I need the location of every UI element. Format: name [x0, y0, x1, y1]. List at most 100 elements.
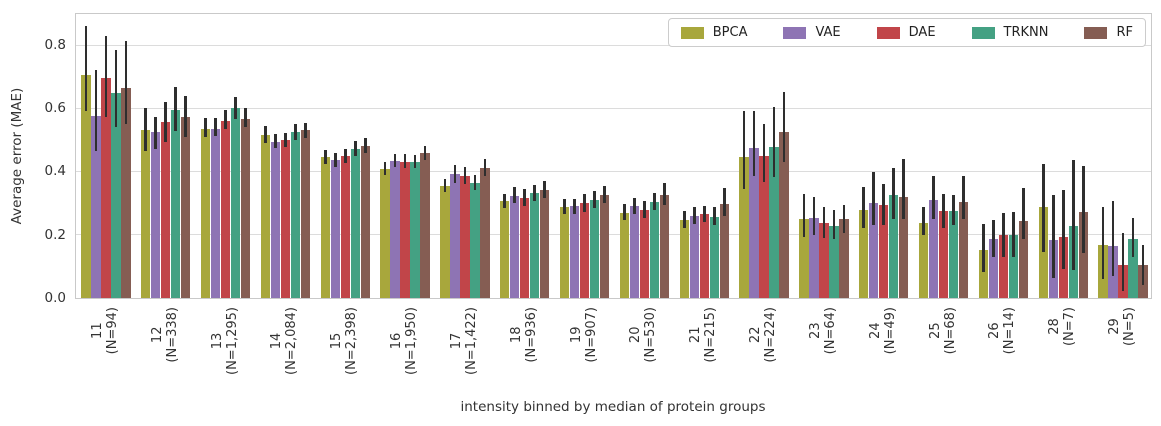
- legend-label-vae: VAE: [815, 25, 841, 40]
- error-bar-bpca-bin21: [682, 210, 686, 229]
- error-bar-rf-bin12: [184, 95, 188, 137]
- error-bar-vae-bin29: [1111, 201, 1115, 277]
- bar-bpca-bin19: [559, 206, 570, 298]
- error-bar-vae-bin26: [992, 220, 995, 257]
- x-axis-label: intensity binned by median of protein gr…: [460, 399, 766, 415]
- bar-rf-bin20: [659, 195, 670, 298]
- error-bar-vae-bin21: [692, 206, 696, 225]
- bar-rf-bin26: [1018, 221, 1029, 298]
- legend-item-bpca: BPCA: [680, 25, 747, 40]
- error-bar-trknn-bin20: [653, 193, 656, 211]
- bar-rf-bin25: [958, 201, 969, 298]
- x-tick-label-bin23: 23 (N=64): [807, 307, 838, 355]
- bar-bpca-bin26: [978, 249, 989, 298]
- bar-dae-bin22: [759, 155, 769, 298]
- error-bar-dae-bin19: [583, 193, 586, 213]
- bar-trknn-bin26: [1008, 234, 1019, 298]
- y-tick-label: 0.0: [44, 290, 66, 306]
- x-tick-label-bin28: 28 (N=7): [1047, 307, 1078, 347]
- x-tick-label-bin16: 16 (N=1,950): [389, 307, 420, 375]
- bar-rf-bin24: [899, 196, 909, 298]
- bar-trknn-bin13: [230, 108, 241, 298]
- bar-rf-bin14: [300, 130, 311, 298]
- legend-swatch-dae: [876, 26, 900, 39]
- bar-vae-bin20: [629, 205, 640, 298]
- bar-bpca-bin11: [81, 74, 91, 298]
- bar-rf-bin11: [121, 87, 131, 298]
- error-bar-bpca-bin14: [264, 126, 267, 143]
- error-bar-bpca-bin20: [623, 203, 626, 221]
- bar-rf-bin21: [719, 204, 729, 298]
- bar-vae-bin19: [569, 206, 580, 298]
- error-bar-dae-bin28: [1061, 190, 1065, 269]
- bar-trknn-bin19: [589, 200, 600, 298]
- legend-swatch-rf: [1084, 26, 1108, 39]
- bar-rf-bin17: [480, 168, 490, 298]
- error-bar-vae-bin22: [752, 111, 756, 176]
- bar-vae-bin24: [869, 202, 879, 298]
- y-tick-label: 0.6: [44, 99, 66, 116]
- error-bar-vae-bin14: [274, 133, 277, 149]
- gridline-y-0.4: [76, 170, 1151, 173]
- bar-bpca-bin24: [859, 209, 869, 298]
- error-bar-bpca-bin15: [323, 149, 327, 165]
- error-bar-rf-bin20: [663, 183, 666, 205]
- bar-dae-bin14: [280, 140, 291, 298]
- x-tick-label-bin19: 19 (N=907): [568, 307, 599, 363]
- bar-trknn-bin24: [889, 194, 899, 298]
- bar-dae-bin12: [161, 122, 171, 298]
- error-bar-trknn-bin21: [712, 207, 716, 226]
- bar-dae-bin19: [579, 203, 590, 298]
- bar-rf-bin22: [779, 131, 789, 298]
- bar-bpca-bin18: [500, 201, 510, 298]
- bar-dae-bin23: [819, 222, 829, 298]
- bar-dae-bin25: [938, 210, 949, 298]
- error-bar-trknn-bin25: [952, 195, 955, 226]
- bar-vae-bin12: [151, 132, 161, 298]
- error-bar-bpca-bin24: [862, 187, 866, 229]
- y-tick-label: 0.8: [44, 36, 66, 53]
- bar-vae-bin11: [91, 115, 101, 298]
- error-bar-rf-bin23: [842, 204, 846, 234]
- error-bar-bpca-bin18: [503, 193, 507, 209]
- error-bar-rf-bin14: [304, 122, 307, 138]
- error-bar-trknn-bin14: [294, 124, 297, 140]
- error-bar-dae-bin15: [343, 148, 347, 163]
- error-bar-vae-bin12: [154, 116, 158, 150]
- error-bar-trknn-bin26: [1012, 211, 1015, 257]
- bar-rf-bin12: [181, 117, 191, 298]
- error-bar-rf-bin19: [603, 185, 606, 204]
- bar-trknn-bin18: [530, 193, 540, 298]
- x-tick-label-bin29: 29 (N=5): [1107, 307, 1138, 347]
- x-tick-label-bin14: 14 (N=2,084): [269, 307, 300, 375]
- error-bar-dae-bin26: [1002, 212, 1005, 258]
- legend-label-trknn: TRKNN: [1003, 25, 1049, 40]
- error-bar-rf-bin11: [124, 41, 128, 125]
- bar-dae-bin26: [998, 234, 1009, 298]
- error-bar-trknn-bin17: [473, 174, 477, 191]
- error-bar-vae-bin18: [513, 187, 517, 204]
- error-bar-rf-bin16: [423, 146, 427, 160]
- error-bar-dae-bin22: [762, 124, 766, 182]
- bar-bpca-bin21: [679, 219, 689, 298]
- error-bar-vae-bin17: [453, 165, 457, 183]
- bar-vae-bin14: [270, 141, 281, 298]
- bar-trknn-bin16: [410, 161, 420, 298]
- error-bar-bpca-bin17: [443, 178, 447, 193]
- error-bar-trknn-bin16: [413, 154, 417, 169]
- bar-trknn-bin29: [1128, 238, 1138, 298]
- error-bar-rf-bin22: [782, 91, 786, 162]
- x-tick-label-bin21: 21 (N=215): [688, 307, 719, 363]
- legend: BPCA VAE DAE TRKNN RF: [667, 18, 1146, 47]
- x-tick-label-bin12: 12 (N=338): [149, 307, 180, 363]
- error-bar-dae-bin12: [164, 101, 168, 142]
- error-bar-trknn-bin28: [1071, 159, 1075, 271]
- error-bar-rf-bin28: [1081, 165, 1085, 253]
- bar-rf-bin13: [240, 119, 251, 298]
- error-bar-trknn-bin23: [832, 209, 836, 240]
- bar-trknn-bin20: [649, 202, 660, 298]
- x-tick-label-bin24: 24 (N=49): [867, 307, 898, 355]
- y-tick-label: 0.2: [44, 226, 66, 243]
- bar-rf-bin19: [599, 195, 610, 298]
- error-bar-dae-bin21: [702, 206, 706, 223]
